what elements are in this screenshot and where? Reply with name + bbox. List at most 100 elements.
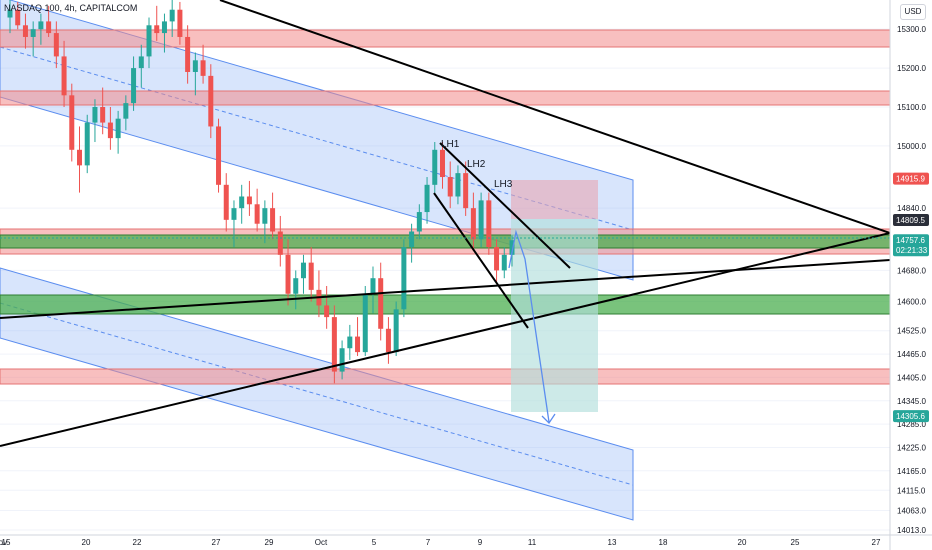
candle-up: [131, 68, 137, 104]
candle-up: [409, 231, 415, 248]
candle-up: [146, 25, 152, 57]
candle-down: [486, 200, 492, 248]
wedge-lower-line: [433, 192, 529, 329]
candle-down: [270, 208, 276, 232]
candle-down: [324, 305, 330, 318]
candle-down: [463, 173, 469, 209]
candle-down: [22, 25, 28, 37]
candle-up: [115, 118, 121, 139]
candle-down: [254, 204, 260, 224]
price-tick-label: 14345.0: [897, 397, 926, 406]
candle-down: [154, 25, 160, 34]
time-tick-label: 25: [791, 538, 800, 547]
price-tick-label: 14525.0: [897, 327, 926, 336]
annotations: LH1 LH2 LH3: [441, 139, 513, 190]
price-tick-label: 14063.0: [897, 506, 926, 515]
symbol-title: NASDAQ 100, 4h, CAPITALCOM: [4, 3, 138, 13]
price-tick-label: 14465.0: [897, 350, 926, 359]
candle-up: [293, 278, 299, 294]
currency-badge[interactable]: USD: [900, 4, 926, 20]
candle-down: [107, 122, 113, 139]
candle-down: [100, 107, 106, 123]
price-tag-value: 14757.6: [896, 236, 925, 245]
time-tick-label: 7: [426, 538, 431, 547]
candle-up: [231, 208, 237, 220]
candle-down: [69, 95, 75, 150]
price-tick-label: 14165.0: [897, 467, 926, 476]
time-tick-label: 9: [478, 538, 483, 547]
price-axis[interactable]: 15300.0 15200.0 15100.0 15000.0 14840.0 14757…: [889, 0, 926, 550]
time-tick-label: 5: [372, 538, 377, 547]
price-tick-label: 14840.0: [897, 204, 926, 213]
candle-down: [355, 336, 361, 353]
arrow-head: [541, 413, 556, 425]
time-tick-label: 20: [738, 538, 747, 547]
candle-down: [185, 36, 191, 72]
candle-up: [432, 149, 438, 185]
candle-up: [339, 348, 345, 372]
price-tick-label: 14285.0: [897, 420, 926, 429]
candle-down: [385, 328, 391, 353]
price-tag: [893, 234, 929, 257]
price-tags: 14915.9 14809.5 14757.602:21:33 14305.6: [893, 172, 929, 423]
time-tick-label: Oct: [315, 538, 328, 547]
price-tick-label: 14115.0: [897, 486, 926, 495]
candle-down: [331, 317, 337, 372]
candle-up: [300, 262, 306, 279]
candle-up: [362, 293, 368, 353]
candle-down: [285, 254, 291, 294]
price-tick-label: 15000.0: [897, 142, 926, 151]
time-tick-label: 29: [265, 538, 274, 547]
candle-down: [216, 126, 222, 185]
candle-down: [378, 278, 384, 329]
time-tick-label: 20: [82, 538, 91, 547]
candle-up: [169, 9, 175, 22]
pattern-label-lh2: LH2: [467, 159, 486, 170]
candle-down: [77, 149, 83, 166]
price-tag: [893, 214, 929, 227]
time-tick-label: 22: [133, 538, 142, 547]
candle-up: [393, 309, 399, 353]
price-tick-label: 15200.0: [897, 64, 926, 73]
candle-up: [7, 9, 13, 18]
price-tick-label: 14405.0: [897, 373, 926, 382]
price-tag-value: 14305.6: [896, 412, 925, 421]
candle-up: [123, 103, 129, 119]
candle-down: [61, 56, 67, 96]
price-tick-label: 15100.0: [897, 103, 926, 112]
price-tag-value: 14915.9: [896, 175, 925, 184]
candle-up: [161, 21, 167, 34]
stop-loss-zone: [511, 180, 598, 219]
lower-channel-midline: [0, 302, 634, 486]
price-tag-countdown: 02:21:33: [896, 246, 928, 255]
candle-down: [223, 184, 229, 220]
candle-up: [84, 122, 90, 166]
candle-up: [192, 60, 198, 72]
time-axis[interactable]: 15 20 22 27 29 Oct 5 7 9 11 13 18 20 25 27 Nov: [0, 534, 932, 547]
resistance-zone-14400: [0, 368, 891, 385]
horizontal-ascending-trendline: [0, 259, 891, 319]
price-tick-label: 14600.0: [897, 298, 926, 307]
support-zone-14590: [0, 294, 891, 315]
price-tick-label: 15300.0: [897, 25, 926, 34]
pattern-label-lh1: LH1: [441, 139, 460, 150]
price-tick-label: 14225.0: [897, 443, 926, 452]
time-tick-label: 18: [659, 538, 668, 547]
candle-down: [447, 177, 453, 197]
time-tick-label: 11: [528, 538, 537, 547]
time-tick-label: 27: [212, 538, 221, 547]
long-descending-trendline: [219, 0, 891, 234]
candle-up: [501, 254, 507, 271]
candle-up: [401, 247, 407, 310]
candle-up: [262, 208, 268, 224]
candle-down: [246, 196, 252, 205]
candles: [7, 0, 515, 384]
candle-down: [53, 33, 59, 57]
candle-down: [494, 247, 500, 271]
candle-up: [347, 336, 353, 349]
candle-down: [208, 75, 214, 127]
candle-up: [455, 173, 461, 197]
trendlines: [0, 0, 891, 447]
candle-up: [509, 240, 515, 255]
